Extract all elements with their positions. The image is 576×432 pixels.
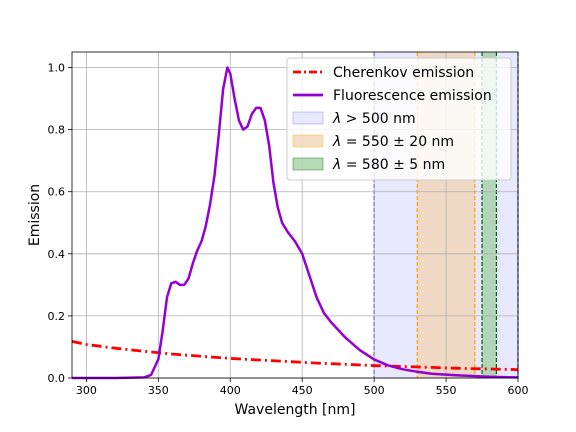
x-tick-label-6: 600 (508, 384, 529, 397)
x-tick-label-4: 500 (364, 384, 385, 397)
x-tick-label-3: 450 (292, 384, 313, 397)
series-line-fluorescence (72, 66, 519, 380)
y-tick-label-5: 1.0 (48, 62, 66, 75)
y-axis-label: Emission (27, 184, 43, 246)
legend-label-series-0: Cherenkov emission (333, 65, 474, 81)
legend-handle-band-2 (292, 157, 324, 171)
plot-frame (71, 51, 519, 379)
legend-label-band-0-symbol: λ (332, 111, 341, 127)
legend-handle-band-0 (292, 111, 324, 125)
y-tick-label-3: 0.6 (48, 186, 66, 199)
legend-label-band-1-text: = 550 ± 20 nm (341, 134, 454, 150)
legend-label-series-1: Fluorescence emission (333, 88, 492, 104)
legend-label-band-2-symbol: λ (332, 157, 341, 173)
x-tick-label-0: 300 (76, 384, 97, 397)
series-line-cherenkov (71, 340, 519, 371)
y-tick-label-2: 0.4 (48, 248, 66, 261)
y-tick-label-4: 0.8 (48, 124, 66, 137)
y-tick-label-1: 0.2 (48, 310, 66, 323)
x-tick-label-2: 400 (220, 384, 241, 397)
x-tick-label-5: 550 (436, 384, 457, 397)
legend: Cherenkov emission Fluorescence emission λ… (286, 57, 512, 181)
legend-label-band-0-text: > 500 nm (341, 111, 415, 127)
legend-box (286, 57, 512, 181)
legend-label-band-1-symbol: λ (332, 134, 341, 150)
legend-label-band-2: λ = 580 ± 5 nm (332, 157, 445, 173)
x-axis-label: Wavelength [nm] (235, 402, 356, 418)
legend-handle-band-1 (292, 134, 324, 148)
x-tick-label-1: 350 (148, 384, 169, 397)
legend-label-band-1: λ = 550 ± 20 nm (332, 134, 454, 150)
series-lines (71, 66, 519, 380)
y-tick-label-0: 0.0 (48, 372, 66, 385)
legend-label-band-0: λ > 500 nm (332, 111, 416, 127)
axis-ticks: 300 350 400 450 500 550 600 0.0 0.2 0.4 0.6 0.8 1.0 (48, 62, 529, 397)
legend-label-band-2-text: = 580 ± 5 nm (341, 157, 445, 173)
